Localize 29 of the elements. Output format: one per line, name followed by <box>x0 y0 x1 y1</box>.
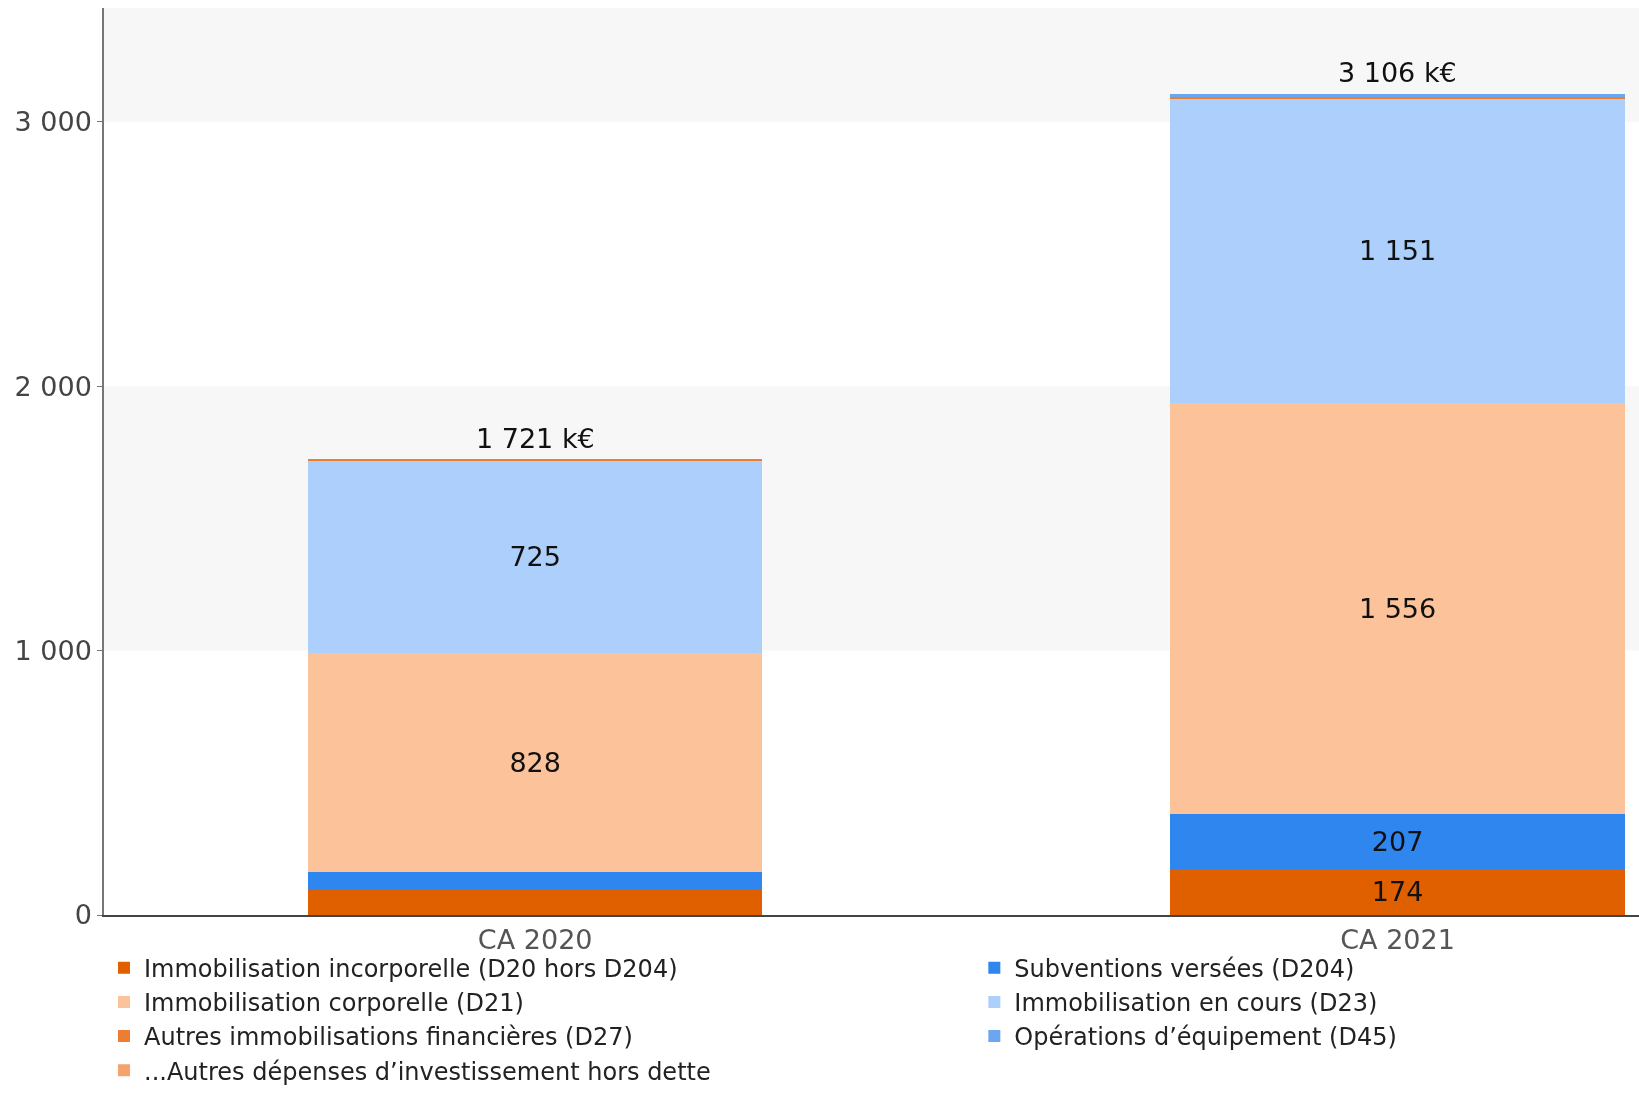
y-tick-label: 1 000 <box>14 635 92 667</box>
data-label: 725 <box>509 541 561 573</box>
y-tick-label: 0 <box>74 899 92 931</box>
data-label: 207 <box>1371 826 1424 858</box>
legend-label: ...Autres dépenses d’investissement hors dette <box>144 1057 711 1086</box>
bar <box>307 890 763 915</box>
x-tick-label: CA 2020 <box>477 924 593 956</box>
legend-label: Immobilisation en cours (D23) <box>1014 989 1378 1018</box>
data-label: 1 151 <box>1358 235 1437 267</box>
legend-label: Opérations d’équipement (D45) <box>1014 1023 1397 1052</box>
y-tick-label: 3 000 <box>14 106 92 138</box>
bar <box>307 652 763 872</box>
legend-label: Immobilisation incorporelle (D20 hors D204) <box>144 955 678 984</box>
legend-label: Immobilisation corporelle (D21) <box>144 989 524 1018</box>
bar <box>1170 98 1625 403</box>
legend-label: Subventions versées (D204) <box>1014 955 1355 984</box>
bar <box>1170 402 1625 815</box>
bar <box>307 460 763 653</box>
bar <box>1170 814 1625 869</box>
x-tick-label: CA 2021 <box>1340 924 1455 956</box>
y-tick-label: 2 000 <box>14 370 92 402</box>
data-label: 828 <box>509 746 561 778</box>
data-label: 1 556 <box>1358 593 1437 625</box>
bar <box>307 871 763 891</box>
legend-label: Autres immobilisations financières (D27) <box>144 1023 633 1052</box>
data-label: 174 <box>1371 876 1424 908</box>
total-label: 1 721 k€ <box>476 423 595 454</box>
total-label: 3 106 k€ <box>1338 57 1457 88</box>
bar <box>1170 868 1625 915</box>
